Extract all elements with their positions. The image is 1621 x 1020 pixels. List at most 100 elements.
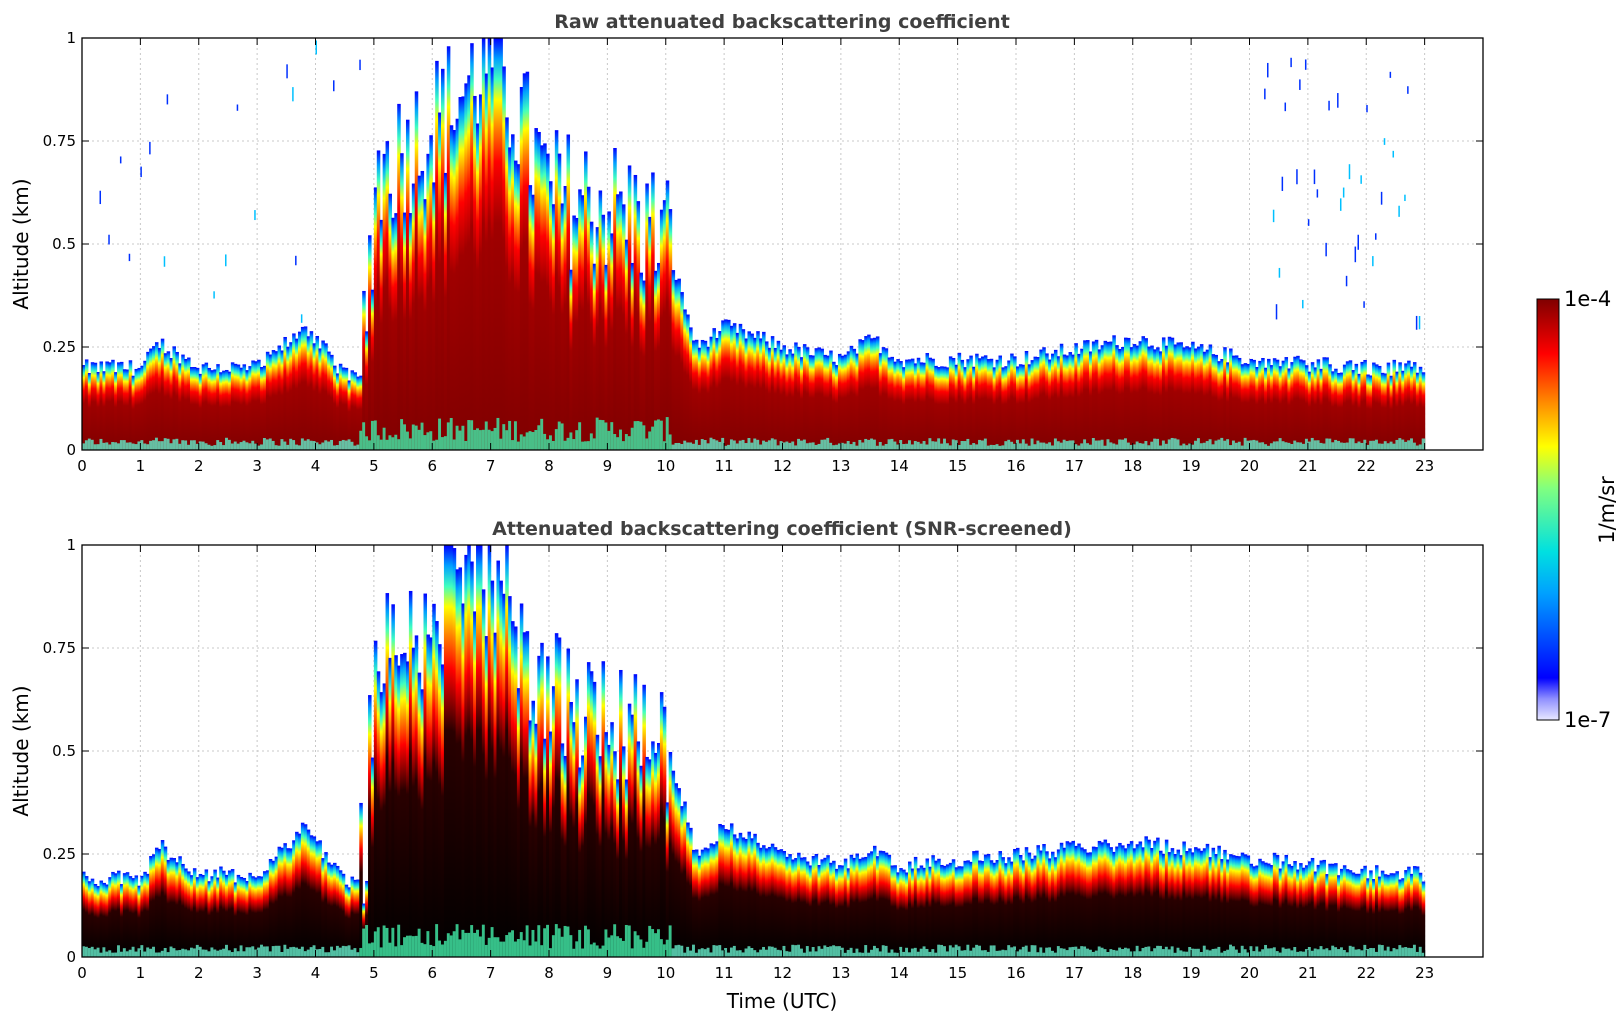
heatmap-column: [1351, 370, 1356, 450]
surface-layer-cell: [578, 929, 582, 957]
surface-layer-cell: [362, 422, 366, 450]
heatmap-column: [443, 172, 448, 450]
heatmap-column: [581, 755, 585, 957]
heatmap-column: [324, 343, 328, 450]
heatmap-column: [446, 46, 451, 450]
heatmap-column: [1194, 348, 1198, 450]
surface-layer-cell: [1401, 947, 1405, 957]
surface-layer-cell: [750, 947, 754, 957]
surface-layer-cell: [872, 945, 877, 957]
x-tick-label: 5: [369, 964, 379, 982]
heatmap-column: [776, 849, 781, 957]
heatmap-column: [1147, 346, 1151, 450]
surface-layer-cell: [449, 935, 454, 957]
heatmap-column: [829, 862, 833, 957]
heatmap-column: [394, 655, 398, 957]
surface-layer-cell: [1354, 443, 1359, 450]
surface-layer-cell: [227, 439, 232, 450]
heatmap-column: [452, 130, 457, 450]
heatmap-column: [785, 354, 789, 450]
surface-layer-cell: [242, 951, 247, 957]
surface-layer-cell: [473, 932, 477, 957]
surface-layer-cell: [843, 952, 848, 957]
surface-layer-cell: [1325, 438, 1329, 450]
surface-layer-cell: [1086, 443, 1090, 450]
colorbar: 1e-4 1e-7 1/m/sr: [1536, 287, 1619, 732]
surface-layer-cell: [791, 441, 795, 450]
heatmap-column: [1342, 364, 1347, 450]
surface-layer-cell: [689, 950, 693, 957]
surface-layer-cell: [624, 434, 629, 450]
surface-layer-cell: [782, 945, 787, 957]
heatmap-column: [978, 358, 982, 450]
heatmap-column: [137, 885, 141, 957]
heatmap-column: [1164, 839, 1169, 957]
surface-layer-cell: [382, 427, 387, 450]
surface-layer-cell: [82, 946, 86, 957]
surface-layer-cell: [727, 952, 731, 957]
surface-layer-cell: [411, 936, 416, 957]
surface-layer-cell: [1033, 945, 1038, 957]
heatmap-column: [408, 213, 413, 450]
surface-layer-cell: [236, 951, 241, 957]
heatmap-column: [1377, 876, 1382, 957]
heatmap-column: [1182, 841, 1186, 957]
heatmap-column: [1229, 348, 1233, 450]
heatmap-column: [943, 366, 947, 450]
heatmap-column: [727, 319, 731, 450]
surface-layer-cell: [467, 932, 471, 957]
heatmap-column: [1056, 849, 1061, 957]
surface-layer-cell: [1275, 441, 1280, 450]
heatmap-column: [729, 325, 734, 450]
heatmap-column: [764, 341, 769, 450]
surface-layer-cell: [1360, 950, 1364, 957]
surface-layer-cell: [516, 441, 521, 450]
heatmap-column: [1185, 346, 1189, 450]
surface-layer-cell: [1123, 438, 1128, 450]
heatmap-column: [455, 569, 460, 957]
heatmap-column: [1118, 348, 1122, 450]
surface-layer-cell: [350, 949, 355, 957]
x-tick-label: 15: [948, 457, 967, 475]
surface-layer-cell: [1255, 946, 1259, 957]
surface-layer-cell: [522, 940, 527, 957]
heatmap-column: [1191, 852, 1195, 957]
heatmap-column: [802, 344, 807, 450]
surface-layer-cell: [951, 439, 956, 450]
surface-layer-cell: [391, 437, 395, 450]
heatmap-column: [1316, 359, 1321, 450]
noise-speck: [1275, 304, 1278, 320]
heatmap-column: [1100, 842, 1105, 957]
heatmap-column: [972, 366, 976, 450]
panel1-y-label: Altitude (km): [9, 178, 33, 309]
surface-layer-cell: [607, 430, 611, 450]
surface-layer-cell: [563, 925, 568, 957]
surface-layer-cell: [140, 945, 144, 957]
surface-layer-cell: [1377, 443, 1382, 450]
surface-layer-cell: [1126, 442, 1131, 450]
heatmap-column: [373, 640, 378, 957]
heatmap-column: [1375, 865, 1379, 957]
surface-layer-cell: [677, 944, 681, 957]
heatmap-column: [791, 859, 795, 957]
heatmap-column: [1275, 359, 1280, 450]
heatmap-column: [403, 652, 407, 957]
surface-layer-cell: [525, 432, 530, 450]
surface-layer-cell: [750, 442, 754, 450]
surface-layer-cell: [1249, 946, 1254, 957]
heatmap-column: [808, 865, 813, 957]
surface-layer-cell: [616, 936, 620, 957]
heatmap-column: [1386, 362, 1391, 450]
heatmap-column: [216, 877, 220, 957]
heatmap-column: [1293, 861, 1297, 957]
surface-layer-cell: [461, 425, 465, 450]
surface-layer-cell: [274, 945, 279, 957]
surface-layer-cell: [797, 944, 801, 957]
heatmap-column: [715, 337, 719, 450]
surface-layer-cell: [975, 944, 979, 957]
heatmap-column: [1389, 873, 1394, 957]
surface-layer-cell: [394, 946, 398, 957]
surface-layer-cell: [983, 438, 988, 450]
noise-speck: [1342, 187, 1345, 198]
noise-speck: [1357, 234, 1359, 250]
